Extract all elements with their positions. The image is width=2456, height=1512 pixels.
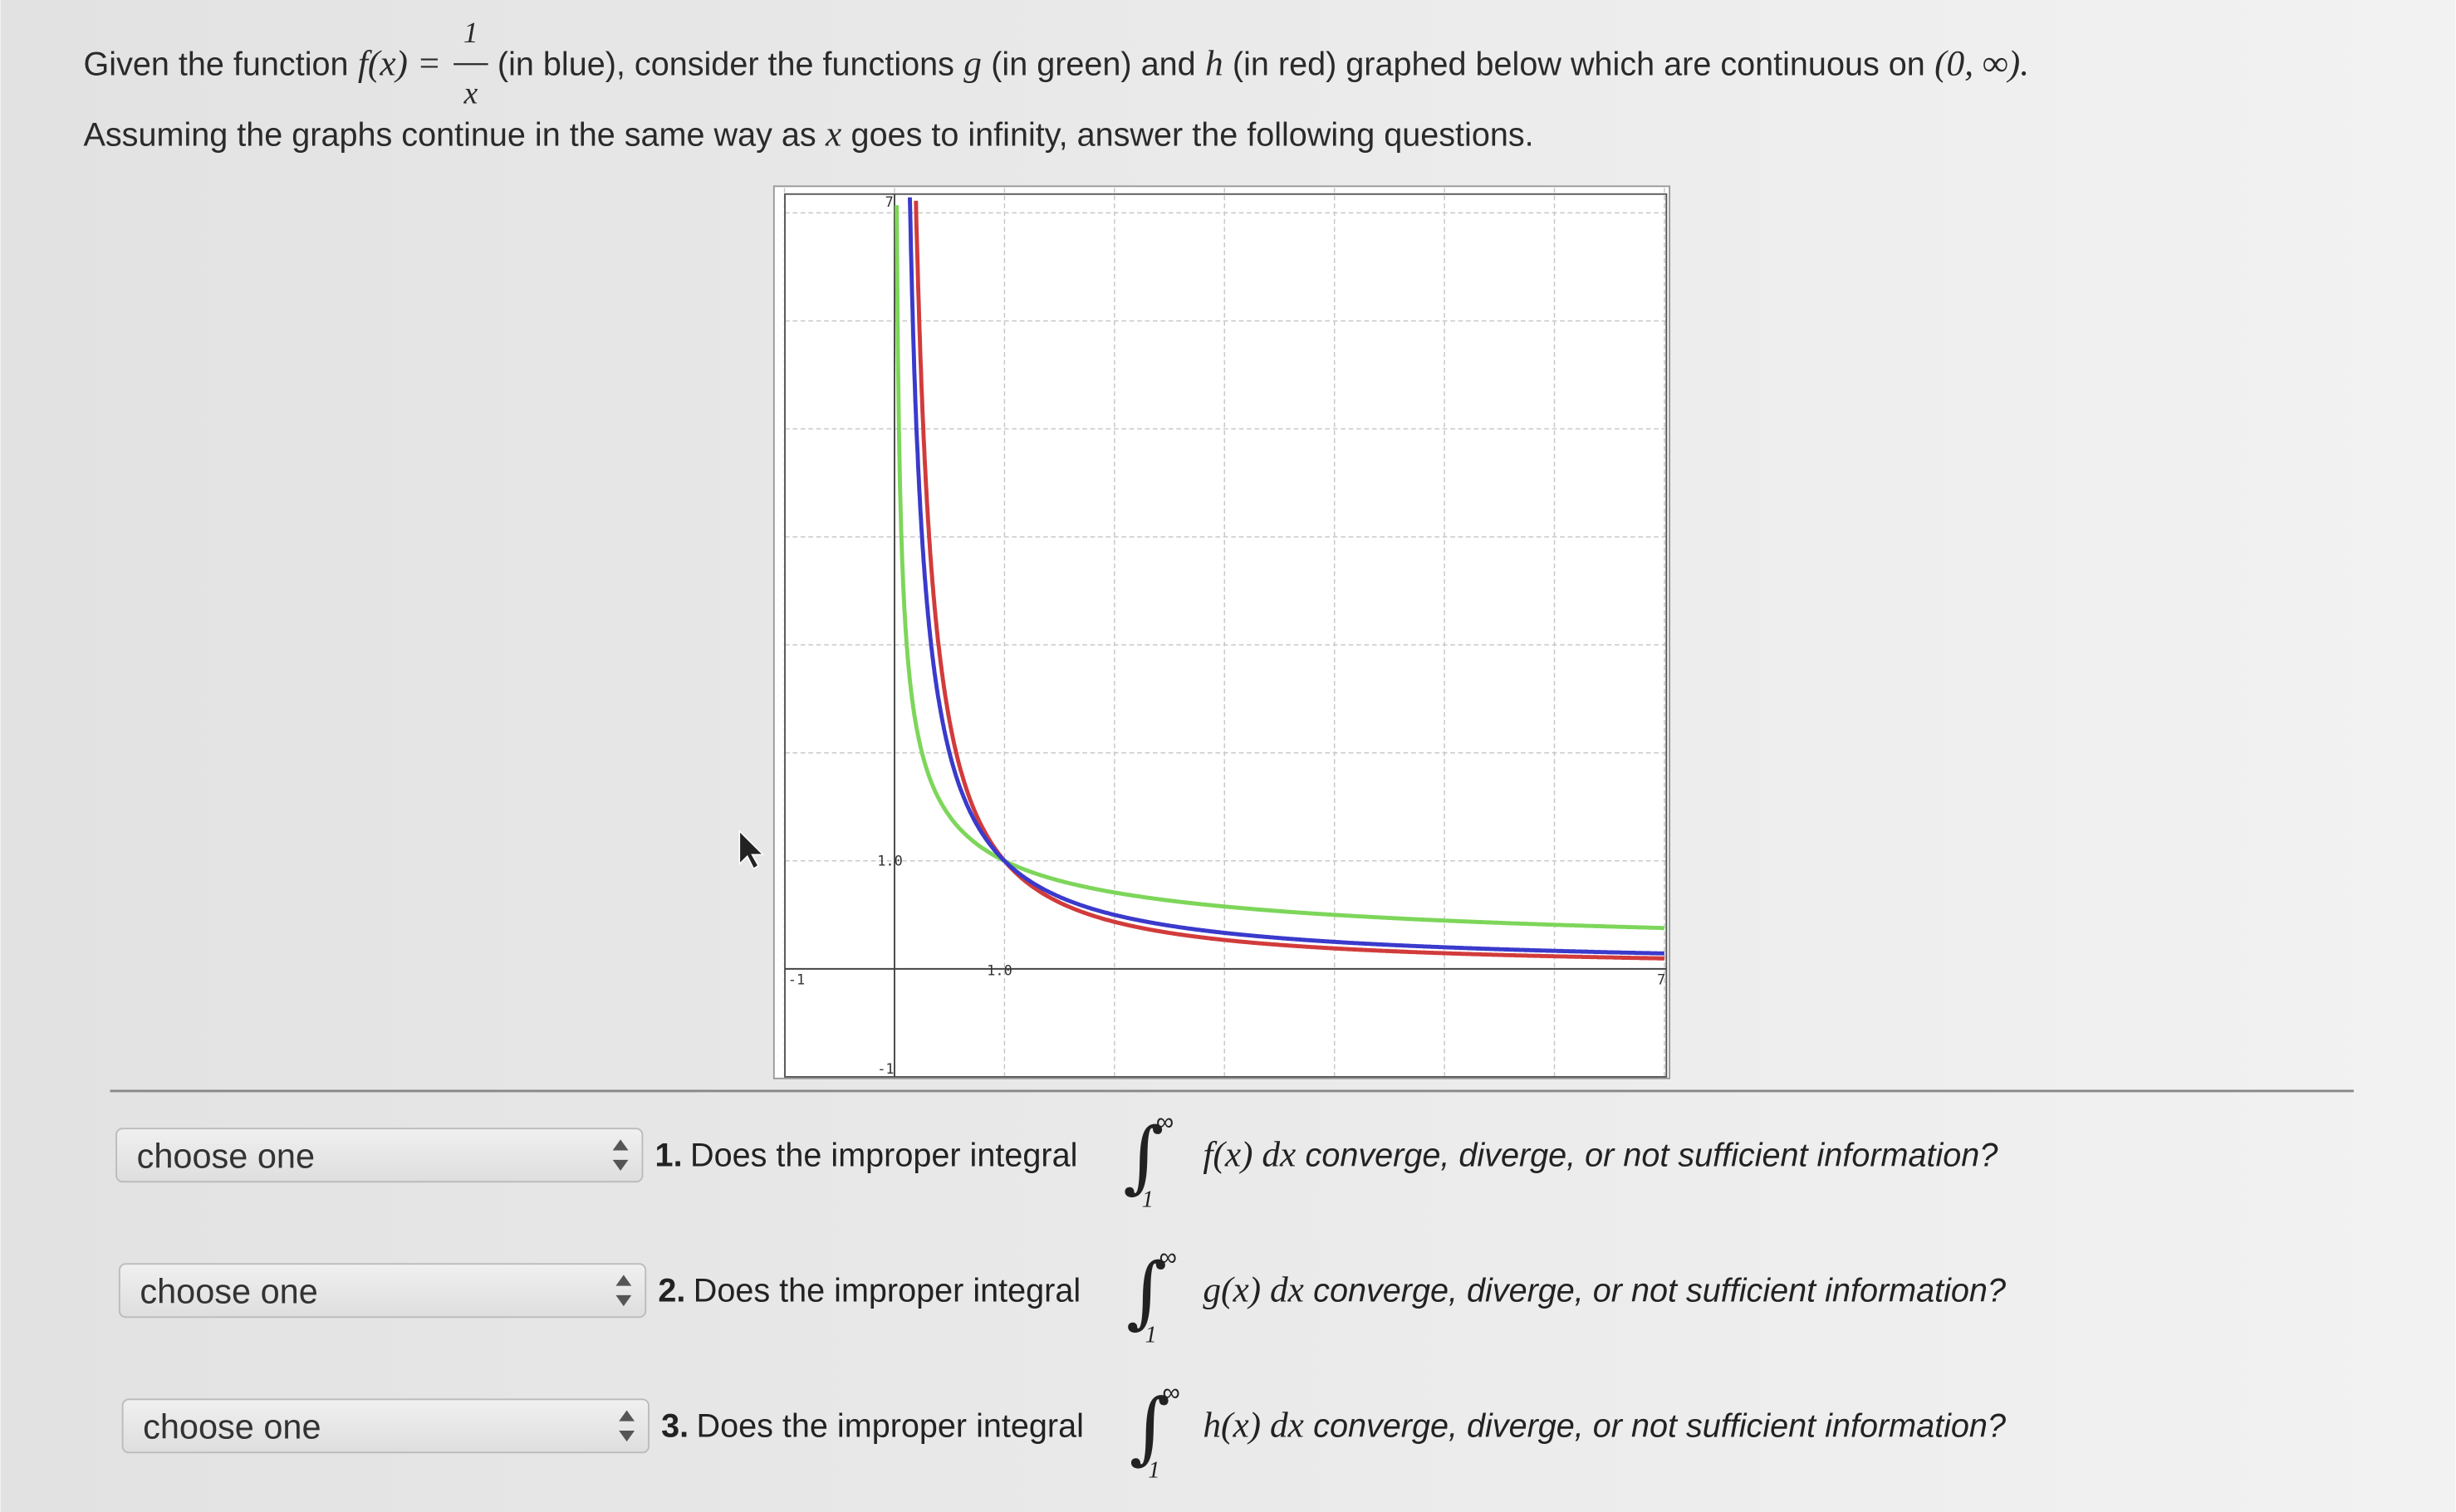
prompt-text: (in red) graphed below which are continu… bbox=[1233, 46, 1925, 82]
question-lead: Does the improper integral bbox=[694, 1272, 1081, 1309]
dropdown[interactable] bbox=[115, 1128, 644, 1183]
curve-f bbox=[907, 197, 1664, 956]
prompt-text: Given the function bbox=[83, 46, 348, 82]
question-tail: converge, diverge, or not sufficient inf… bbox=[1313, 1408, 2006, 1445]
dropdown[interactable] bbox=[118, 1263, 647, 1319]
tick-label: -1 bbox=[788, 971, 805, 988]
fraction-denominator: x bbox=[463, 76, 478, 110]
prompt-text: x bbox=[825, 114, 841, 154]
integral-lower: 1 bbox=[1142, 1187, 1154, 1212]
question-number: 2. bbox=[658, 1272, 685, 1309]
questions: choose one 1. Does the improper integral ∫∞… bbox=[115, 1108, 2006, 1484]
integrand: f(x) dx bbox=[1203, 1134, 1296, 1174]
question-number: 3. bbox=[661, 1408, 689, 1445]
dropdown-label[interactable]: choose one bbox=[137, 1136, 315, 1175]
prompt-text: (in blue), consider the functions bbox=[498, 46, 954, 82]
dropdown-label[interactable]: choose one bbox=[140, 1271, 317, 1310]
plot-border bbox=[784, 193, 1668, 1078]
tick-label: 1.0 bbox=[987, 962, 1012, 978]
question-tail: converge, diverge, or not sufficient inf… bbox=[1313, 1272, 2006, 1309]
tick-label: 1.0 bbox=[877, 852, 903, 869]
curve-g bbox=[895, 205, 1664, 931]
prompt-text: h bbox=[1205, 43, 1223, 83]
prompt-text: (in green) and bbox=[991, 46, 1195, 82]
question-rest: f(x) dx converge, diverge, or not suffici… bbox=[1203, 1134, 1998, 1174]
prompt-line-2: Assuming the graphs continue in the same… bbox=[83, 114, 1533, 154]
integral-lower: 1 bbox=[1148, 1458, 1159, 1484]
integral-upper: ∞ bbox=[1159, 1244, 1178, 1271]
fraction-numerator: 1 bbox=[463, 16, 478, 49]
integral-sign: ∫ bbox=[1123, 1112, 1164, 1202]
integrand: h(x) dx bbox=[1203, 1406, 1304, 1446]
integrand: g(x) dx bbox=[1203, 1270, 1304, 1309]
tick-label: 7 bbox=[885, 193, 894, 210]
dropdown[interactable] bbox=[121, 1398, 650, 1454]
tick-label: 7 bbox=[1657, 971, 1665, 988]
integral-upper: ∞ bbox=[1156, 1108, 1174, 1136]
question-rest: h(x) dx converge, diverge, or not suffici… bbox=[1203, 1406, 2006, 1446]
prompt-text: goes to infinity, answer the following q… bbox=[851, 116, 1534, 153]
question-rest: g(x) dx converge, diverge, or not suffici… bbox=[1203, 1270, 2006, 1309]
graph: 1.0 1.0 -1 7 -1 7 bbox=[738, 188, 1668, 1078]
question-text: 1. Does the improper integral bbox=[655, 1137, 1078, 1173]
integral-upper: ∞ bbox=[1162, 1379, 1180, 1407]
integral-lower: 1 bbox=[1145, 1322, 1157, 1348]
question-number: 1. bbox=[655, 1137, 683, 1173]
integral-sign: ∫ bbox=[1126, 1247, 1167, 1338]
integral-sign: ∫ bbox=[1130, 1382, 1170, 1473]
prompt-text: (0, ∞). bbox=[1934, 43, 2029, 83]
curve-h bbox=[914, 200, 1664, 961]
dropdown-label[interactable]: choose one bbox=[143, 1407, 321, 1446]
prompt-text: f(x) = bbox=[358, 43, 441, 83]
prompt-line-1: Given the function f(x) = (in blue), consi… bbox=[83, 43, 2029, 83]
dropdown-arrows bbox=[615, 1275, 632, 1307]
tick-label: -1 bbox=[877, 1060, 894, 1077]
dropdown-arrows bbox=[619, 1410, 635, 1442]
prompt-text: g bbox=[963, 43, 982, 83]
cursor bbox=[738, 829, 765, 870]
question-tail: converge, diverge, or not sufficient inf… bbox=[1306, 1137, 1998, 1173]
question-lead: Does the improper integral bbox=[697, 1408, 1084, 1445]
graph-frame bbox=[772, 185, 1671, 1079]
question-lead: Does the improper integral bbox=[690, 1137, 1077, 1173]
dropdown-arrows bbox=[612, 1139, 629, 1172]
prompt-text: Assuming the graphs continue in the same… bbox=[83, 116, 816, 153]
question-text: 2. Does the improper integral bbox=[658, 1272, 1081, 1309]
question-text: 3. Does the improper integral bbox=[661, 1408, 1084, 1445]
